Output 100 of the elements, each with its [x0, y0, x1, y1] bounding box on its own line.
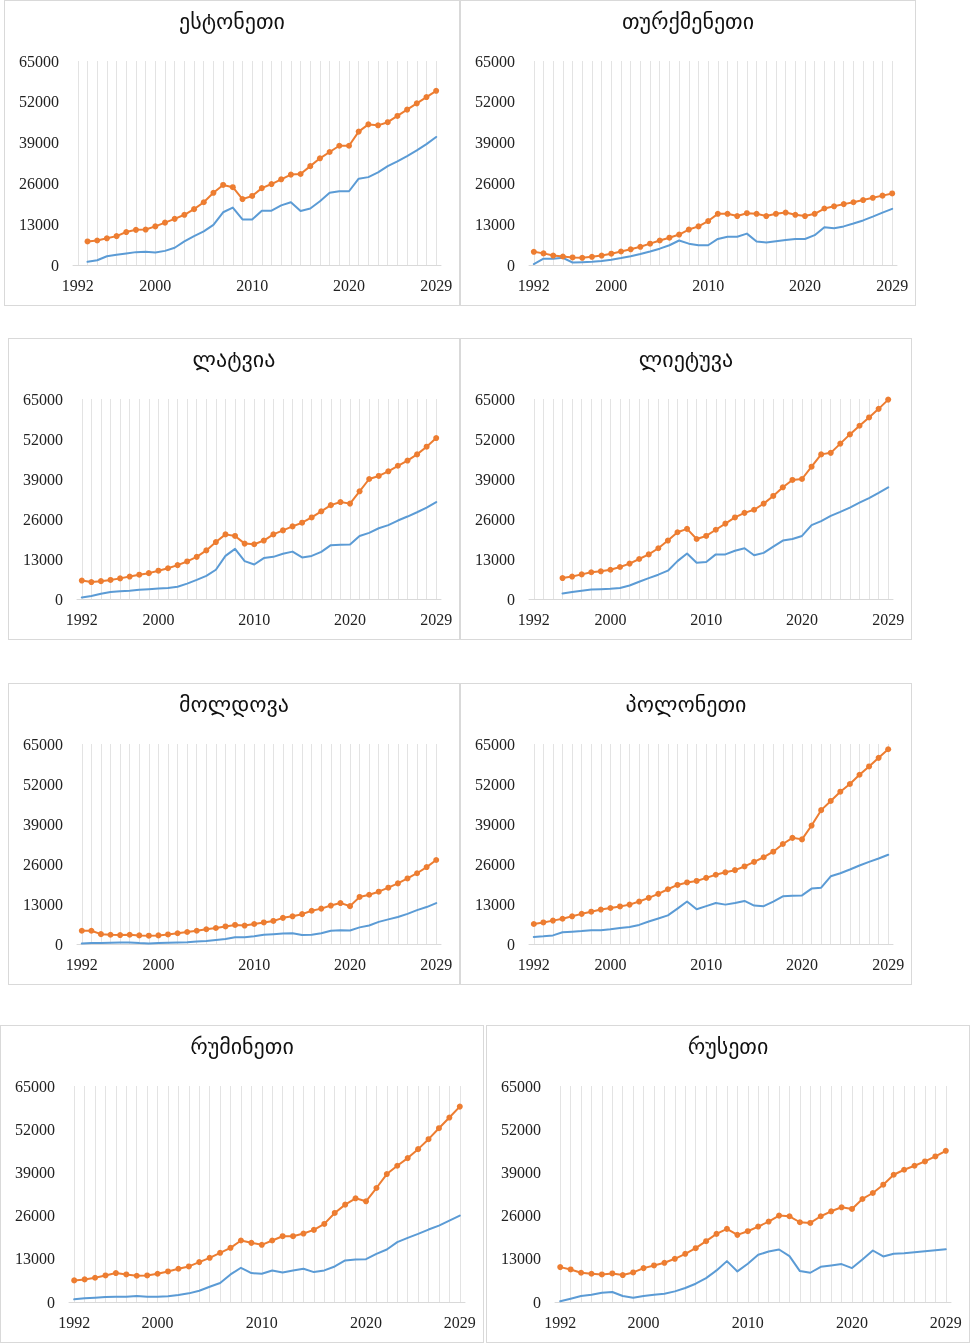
point: [212, 925, 219, 931]
point: [617, 903, 623, 910]
point: [162, 219, 168, 226]
point: [383, 1171, 390, 1178]
point: [308, 907, 315, 914]
point: [645, 894, 652, 901]
point: [734, 1231, 741, 1238]
point: [366, 891, 373, 898]
x-tick-label: 2000: [142, 610, 175, 628]
point: [608, 250, 615, 257]
point: [165, 931, 171, 938]
point: [674, 881, 681, 888]
x-tick-label: 2020: [786, 610, 818, 628]
point: [112, 1270, 119, 1277]
line-series: [559, 1248, 947, 1303]
point: [435, 1125, 442, 1132]
x-tick-label: 2010: [238, 955, 271, 973]
point: [337, 499, 344, 506]
point: [617, 564, 623, 570]
point: [818, 807, 825, 814]
point: [133, 1272, 140, 1279]
point: [269, 1237, 276, 1244]
point: [885, 746, 892, 753]
point: [743, 210, 750, 217]
point: [770, 848, 777, 855]
point: [890, 1171, 897, 1178]
x-tick-label: 2000: [139, 276, 172, 294]
point: [692, 1245, 699, 1252]
point: [423, 443, 430, 450]
point: [626, 560, 633, 567]
point: [385, 884, 392, 891]
point: [84, 238, 91, 245]
point: [446, 1114, 453, 1121]
point: [347, 500, 353, 507]
point: [171, 215, 178, 222]
point: [260, 537, 267, 544]
y-tick-label: 13000: [475, 215, 515, 233]
point: [248, 1239, 255, 1246]
point: [404, 1155, 411, 1162]
x-tick-label: 2000: [141, 1313, 174, 1331]
point: [734, 213, 741, 220]
point: [796, 1219, 803, 1226]
point: [647, 240, 654, 247]
point: [770, 492, 777, 499]
point: [609, 1270, 616, 1277]
point: [375, 122, 382, 129]
point: [831, 203, 838, 210]
x-tick-label: 2020: [836, 1313, 868, 1331]
x-tick-label: 2000: [142, 955, 175, 973]
line-series: [532, 853, 890, 938]
point: [741, 509, 748, 516]
y-tick-label: 39000: [15, 1163, 55, 1181]
point: [88, 579, 95, 586]
point: [846, 781, 853, 787]
y-tick-label: 65000: [475, 735, 515, 753]
point: [942, 1147, 949, 1154]
chart-title: რუსეთი: [687, 1033, 769, 1059]
y-tick-label: 39000: [501, 1163, 541, 1181]
y-tick-label: 52000: [19, 93, 59, 111]
point: [270, 917, 277, 924]
point: [714, 210, 721, 217]
point: [356, 893, 363, 900]
point: [237, 1237, 244, 1244]
point: [222, 923, 229, 930]
point: [203, 926, 210, 933]
point: [337, 900, 344, 907]
point: [618, 248, 624, 255]
y-tick-label: 13000: [19, 215, 59, 233]
point: [559, 575, 566, 582]
point: [559, 253, 566, 260]
point: [152, 223, 159, 230]
x-tick-label: 1992: [65, 955, 98, 973]
y-tick-label: 65000: [475, 52, 515, 70]
x-tick-label: 1992: [544, 1313, 577, 1331]
point: [123, 229, 130, 236]
point: [786, 1213, 793, 1220]
point: [569, 913, 576, 920]
y-tick-label: 13000: [475, 550, 515, 568]
point: [911, 1162, 918, 1169]
point: [287, 171, 294, 178]
point: [260, 919, 267, 926]
point: [107, 576, 114, 583]
point: [703, 874, 710, 881]
point: [664, 537, 671, 544]
chart-title: ლიეტუვა: [638, 346, 734, 372]
point: [860, 197, 867, 204]
point: [588, 253, 595, 260]
point: [404, 457, 411, 464]
point: [78, 927, 85, 934]
point: [578, 571, 585, 578]
point: [722, 869, 729, 876]
point: [414, 870, 421, 877]
point: [268, 181, 275, 188]
point: [685, 226, 692, 233]
point: [550, 252, 557, 259]
point: [126, 931, 133, 938]
point: [869, 1190, 876, 1196]
point: [705, 218, 712, 225]
point: [753, 210, 760, 217]
point: [191, 206, 198, 213]
